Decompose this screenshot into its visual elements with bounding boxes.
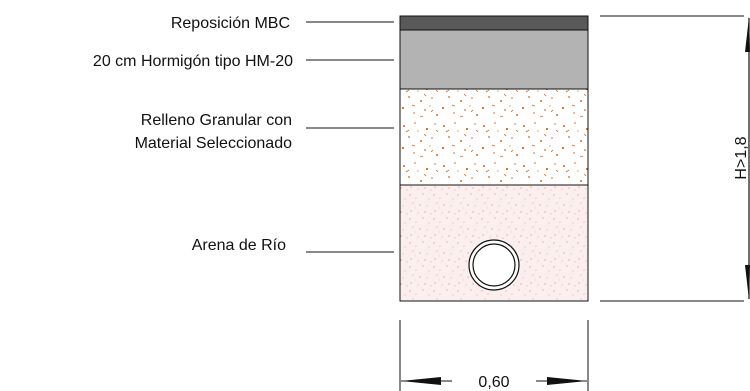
width-dimension-label: 0,60 [478, 374, 509, 391]
arrowhead-left-icon [401, 377, 441, 385]
arrowhead-right-icon [547, 377, 587, 385]
layer-mbc [399, 15, 589, 31]
label-granular-line2: Material Seleccionado [135, 135, 293, 152]
height-dimension-label: H>1,8 [733, 136, 750, 179]
layer-concrete [399, 29, 589, 90]
label-sand: Arena de Río [192, 237, 286, 254]
arrowhead-up-icon [745, 17, 750, 52]
label-granular-line1: Relleno Granular con [141, 112, 292, 129]
arrowhead-down-icon [745, 265, 750, 300]
label-mbc: Reposición MBC [171, 15, 290, 32]
label-concrete: 20 cm Hormigón tipo HM-20 [93, 53, 293, 70]
layer-granular-fill [399, 88, 589, 186]
pipe-inner [472, 243, 516, 287]
